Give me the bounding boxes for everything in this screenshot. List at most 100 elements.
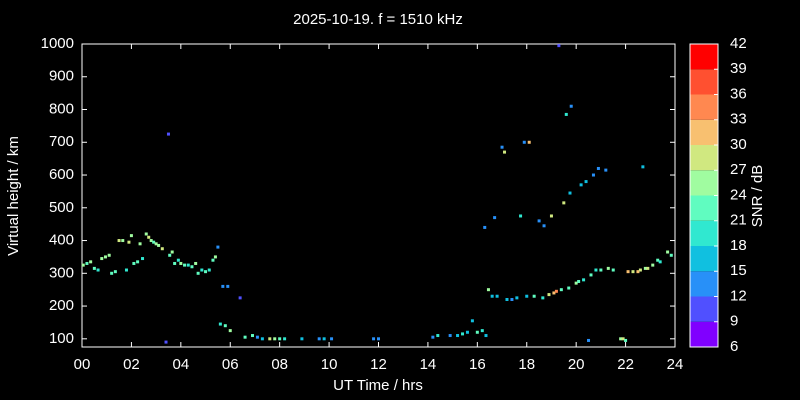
point: [141, 257, 145, 261]
point: [641, 165, 645, 169]
point: [157, 243, 161, 247]
point: [505, 298, 509, 302]
point: [166, 132, 170, 136]
colorbar-tick-label: 6: [730, 338, 738, 355]
point: [493, 216, 497, 220]
point: [631, 270, 635, 274]
point: [183, 263, 187, 267]
point: [527, 140, 531, 144]
point: [599, 268, 603, 272]
point: [638, 268, 642, 272]
point: [669, 253, 673, 257]
y-tick-label: 500: [49, 199, 74, 216]
point: [606, 266, 610, 270]
colorbar-tick-label: 27: [730, 161, 747, 178]
point: [519, 214, 523, 218]
point: [500, 145, 504, 149]
x-tick-label: 18: [518, 356, 535, 373]
colorbar-band: [690, 220, 718, 246]
point: [255, 335, 259, 339]
point: [465, 330, 469, 334]
point: [532, 294, 536, 298]
x-tick-label: 06: [222, 356, 239, 373]
colorbar-band: [690, 145, 718, 171]
point: [515, 296, 519, 300]
colorbar-band: [690, 119, 718, 145]
point: [552, 291, 556, 295]
point: [186, 263, 190, 267]
point: [173, 261, 177, 265]
point: [541, 296, 545, 300]
point: [160, 247, 164, 251]
x-tick-label: 08: [271, 356, 288, 373]
point: [372, 337, 376, 341]
point: [96, 268, 100, 272]
colorbar-tick-label: 9: [730, 313, 738, 330]
point: [154, 242, 158, 246]
colorbar-band: [690, 44, 718, 70]
chart-title: 2025-10-19. f = 1510 kHz: [293, 11, 463, 28]
point: [559, 288, 563, 292]
x-tick-label: 14: [420, 356, 437, 373]
point: [484, 334, 488, 338]
point: [596, 166, 600, 170]
point: [567, 286, 571, 290]
y-tick-label: 1000: [41, 35, 74, 52]
point: [584, 180, 588, 184]
x-axis-label: UT Time / hrs: [333, 377, 423, 394]
point: [448, 334, 452, 338]
point: [179, 261, 183, 265]
point: [300, 337, 304, 341]
point: [542, 224, 546, 228]
point: [582, 278, 586, 282]
y-tick-label: 900: [49, 68, 74, 85]
point: [107, 253, 111, 257]
colorbar-tick-label: 36: [730, 85, 747, 102]
y-tick-label: 800: [49, 100, 74, 117]
y-tick-label: 400: [49, 232, 74, 249]
point: [475, 330, 479, 334]
y-tick-label: 600: [49, 166, 74, 183]
point: [250, 334, 254, 338]
point: [168, 253, 172, 257]
point: [377, 337, 380, 341]
point: [152, 240, 156, 244]
point: [568, 191, 572, 195]
point: [574, 281, 578, 285]
x-tick-label: 22: [617, 356, 634, 373]
point: [619, 337, 623, 341]
y-tick-label: 100: [49, 330, 74, 347]
colorbar-band: [690, 321, 718, 347]
colorbar-tick-label: 30: [730, 136, 747, 153]
x-tick-label: 24: [667, 356, 684, 373]
x-tick-label: 16: [469, 356, 486, 373]
point: [216, 245, 220, 249]
point: [557, 44, 561, 48]
colorbar-band: [690, 246, 718, 272]
point: [283, 337, 287, 341]
point: [317, 337, 321, 341]
point: [200, 268, 204, 272]
y-tick-label: 300: [49, 264, 74, 281]
point: [547, 293, 551, 297]
point: [577, 279, 581, 283]
point: [273, 337, 277, 341]
x-tick-label: 10: [321, 356, 338, 373]
x-tick-label: 04: [172, 356, 189, 373]
point: [149, 239, 153, 243]
point: [194, 261, 198, 265]
point: [564, 112, 568, 116]
point: [604, 168, 608, 172]
colorbar-band: [690, 170, 718, 196]
point: [621, 337, 625, 341]
point: [196, 271, 200, 275]
point: [278, 337, 282, 341]
point: [549, 214, 553, 218]
point: [226, 284, 230, 288]
point: [470, 319, 474, 323]
point: [228, 329, 232, 333]
plot-frame: [81, 43, 676, 348]
point: [218, 322, 222, 326]
point: [211, 258, 215, 262]
colorbar-tick-label: 39: [730, 60, 747, 77]
